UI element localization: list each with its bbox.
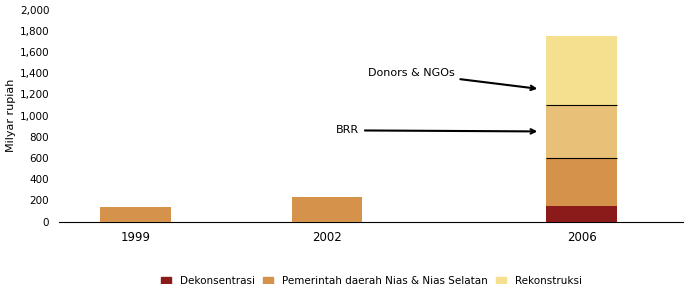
Y-axis label: Milyar rupiah: Milyar rupiah (6, 79, 16, 152)
Bar (101, 207, 171, 222)
Bar (291, 197, 362, 222)
Text: Donors & NGOs: Donors & NGOs (368, 68, 535, 90)
Bar (546, 158, 617, 206)
Bar (546, 36, 617, 105)
Bar (546, 206, 617, 222)
Text: BRR: BRR (336, 125, 535, 135)
Bar (546, 105, 617, 158)
Legend: Dekonsentrasi, Pemerintah daerah Nias & Nias Selatan, Rekonstruksi: Dekonsentrasi, Pemerintah daerah Nias & … (158, 273, 585, 284)
